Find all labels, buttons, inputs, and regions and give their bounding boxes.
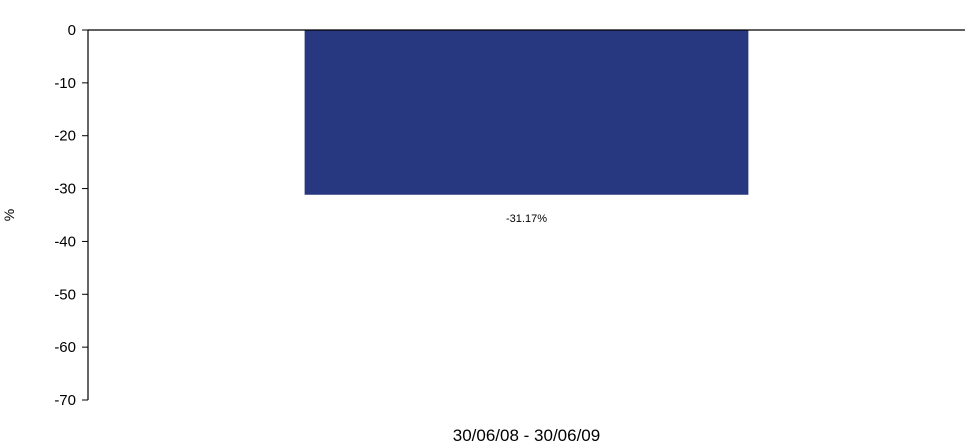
y-tick-label: 0 xyxy=(68,22,76,39)
y-axis-title: % xyxy=(1,209,17,221)
y-ticks: 0 -10 -20 -30 -40 -50 -60 -70 xyxy=(54,22,88,409)
y-tick-label: -30 xyxy=(54,181,76,198)
data-labels: -31.17% xyxy=(506,213,547,225)
bars xyxy=(304,30,749,195)
y-tick-label: -20 xyxy=(54,128,76,145)
bar xyxy=(304,30,749,195)
x-labels: 30/06/08 - 30/06/09 xyxy=(453,426,600,445)
bar-value-label: -31.17% xyxy=(506,213,547,225)
y-tick-label: -40 xyxy=(54,233,76,250)
x-category-label: 30/06/08 - 30/06/09 xyxy=(453,426,600,445)
y-axis: 0 -10 -20 -30 -40 -50 -60 -70 xyxy=(54,22,89,409)
y-tick-label: -60 xyxy=(54,339,76,356)
y-tick-label: -10 xyxy=(54,75,76,92)
y-tick-label: -50 xyxy=(54,286,76,303)
y-tick-label: -70 xyxy=(54,392,76,409)
